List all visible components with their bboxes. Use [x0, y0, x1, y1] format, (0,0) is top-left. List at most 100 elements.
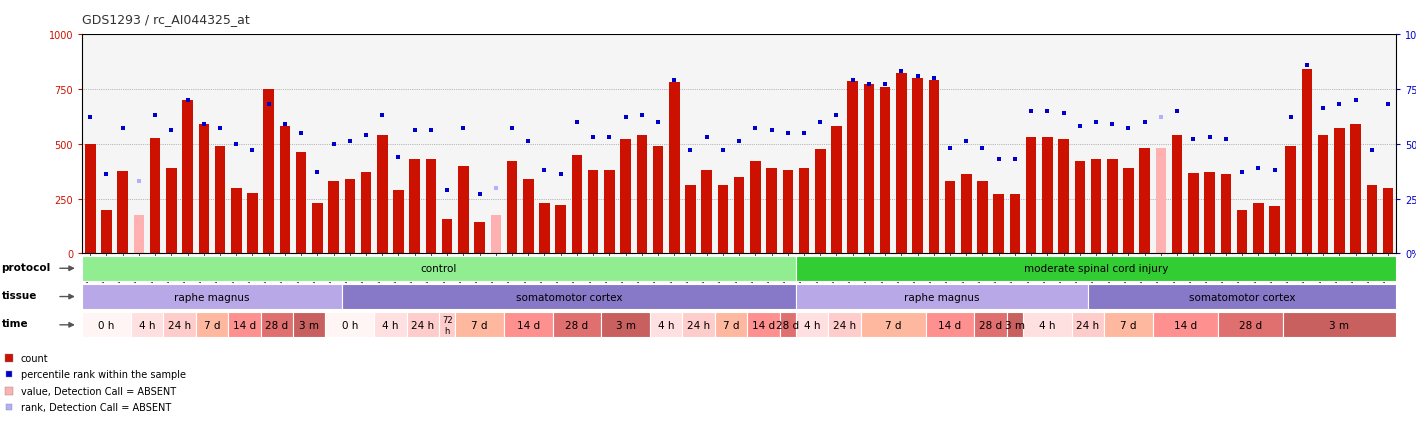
Bar — [312, 204, 323, 254]
Bar — [1172, 135, 1182, 254]
Bar — [198, 125, 210, 254]
Bar — [426, 160, 436, 254]
Bar — [150, 139, 160, 254]
Bar — [504, 312, 552, 338]
Bar — [718, 186, 728, 254]
Bar — [796, 284, 1087, 309]
Bar — [944, 181, 956, 254]
Bar — [1007, 312, 1022, 338]
Bar — [816, 150, 826, 254]
Bar — [1087, 284, 1396, 309]
Bar — [459, 166, 469, 254]
Text: 7 d: 7 d — [722, 320, 739, 330]
Bar — [163, 312, 195, 338]
Text: 4 h: 4 h — [658, 320, 674, 330]
Text: 14 d: 14 d — [939, 320, 961, 330]
Bar — [1155, 149, 1167, 254]
Bar — [1107, 160, 1117, 254]
Bar — [799, 168, 810, 254]
Bar — [1140, 149, 1150, 254]
Bar — [1351, 125, 1361, 254]
Text: 7 d: 7 d — [472, 320, 489, 330]
Bar — [796, 312, 828, 338]
Bar — [1283, 312, 1396, 338]
Text: 24 h: 24 h — [833, 320, 857, 330]
Bar — [1010, 195, 1020, 254]
Bar — [1153, 312, 1218, 338]
Text: 24 h: 24 h — [411, 320, 435, 330]
Text: 3 m: 3 m — [1005, 320, 1025, 330]
Text: value, Detection Call = ABSENT: value, Detection Call = ABSENT — [21, 386, 176, 396]
Bar — [831, 127, 841, 254]
Text: 28 d: 28 d — [1239, 320, 1262, 330]
Text: 4 h: 4 h — [804, 320, 820, 330]
Bar — [1188, 174, 1199, 254]
Text: control: control — [421, 264, 457, 273]
Text: 14 d: 14 d — [517, 320, 539, 330]
Text: somatomotor cortex: somatomotor cortex — [1189, 292, 1296, 302]
Bar — [926, 312, 974, 338]
Bar — [1075, 162, 1085, 254]
Bar — [637, 135, 647, 254]
Bar — [1366, 186, 1378, 254]
Bar — [1269, 207, 1280, 254]
Bar — [1123, 168, 1134, 254]
Text: time: time — [1, 319, 28, 329]
Bar — [1383, 188, 1393, 254]
Text: 24 h: 24 h — [169, 320, 191, 330]
Bar — [228, 312, 261, 338]
Bar — [653, 147, 663, 254]
Bar — [1218, 312, 1283, 338]
Bar — [442, 220, 453, 254]
Bar — [409, 160, 421, 254]
Bar — [133, 216, 144, 254]
Text: 14 d: 14 d — [752, 320, 775, 330]
Bar — [1286, 147, 1296, 254]
Text: moderate spinal cord injury: moderate spinal cord injury — [1024, 264, 1168, 273]
Bar — [374, 312, 406, 338]
Bar — [668, 83, 680, 254]
Text: 7 d: 7 d — [885, 320, 902, 330]
Bar — [82, 284, 341, 309]
Text: percentile rank within the sample: percentile rank within the sample — [21, 370, 185, 379]
Bar — [101, 210, 112, 254]
Bar — [650, 312, 683, 338]
Bar — [377, 135, 388, 254]
Text: 28 d: 28 d — [776, 320, 800, 330]
Bar — [1301, 70, 1313, 254]
Bar — [783, 171, 793, 254]
Bar — [130, 312, 163, 338]
Bar — [85, 144, 95, 254]
Bar — [406, 312, 439, 338]
Bar — [588, 171, 599, 254]
Bar — [490, 216, 501, 254]
Text: 24 h: 24 h — [687, 320, 711, 330]
Bar — [750, 162, 760, 254]
Bar — [555, 206, 566, 254]
Bar — [1090, 160, 1102, 254]
Bar — [1334, 129, 1345, 254]
Bar — [183, 100, 193, 254]
Bar — [994, 195, 1004, 254]
Bar — [329, 181, 338, 254]
Bar — [1058, 140, 1069, 254]
Bar — [715, 312, 748, 338]
Text: raphe magnus: raphe magnus — [174, 292, 249, 302]
Bar — [828, 312, 861, 338]
Bar — [439, 312, 456, 338]
Bar — [796, 256, 1396, 281]
Bar — [572, 155, 582, 254]
Text: rank, Detection Call = ABSENT: rank, Detection Call = ABSENT — [21, 402, 171, 412]
Bar — [733, 177, 745, 254]
Text: 28 d: 28 d — [978, 320, 1003, 330]
Bar — [929, 81, 939, 254]
Bar — [539, 204, 549, 254]
Bar — [1104, 312, 1153, 338]
Bar — [1318, 135, 1328, 254]
Text: 28 d: 28 d — [265, 320, 289, 330]
Bar — [344, 179, 355, 254]
Text: 3 m: 3 m — [1330, 320, 1349, 330]
Text: 0 h: 0 h — [98, 320, 115, 330]
Bar — [263, 89, 273, 254]
Text: 4 h: 4 h — [382, 320, 399, 330]
